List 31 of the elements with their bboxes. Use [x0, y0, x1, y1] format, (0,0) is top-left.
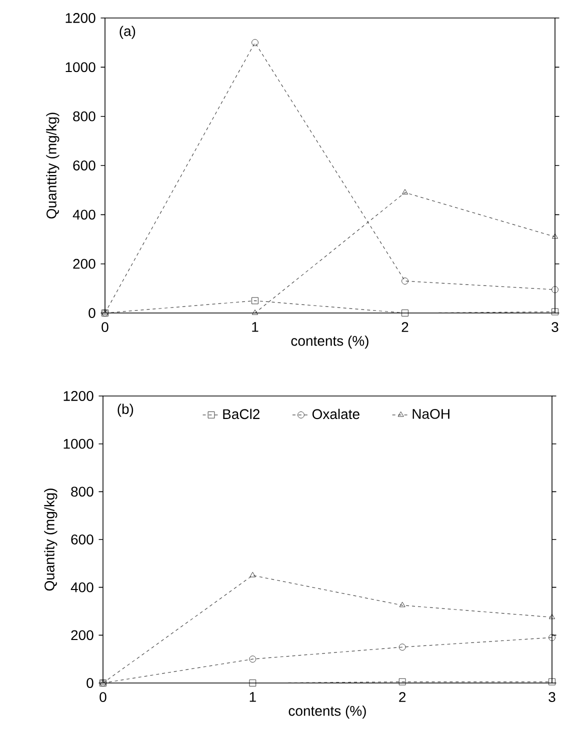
x-axis-title: contents (%)	[289, 706, 366, 719]
y-tick-label: 600	[71, 534, 94, 544]
y-tick-label: 1000	[66, 62, 96, 72]
y-tick-label: 800	[71, 486, 94, 497]
x-tick-label: 1	[250, 692, 256, 702]
y-tick-label: 1200	[64, 391, 94, 401]
x-tick-label: 0	[102, 322, 109, 332]
annotation: (a)	[120, 26, 136, 39]
x-tick-label: 3	[552, 322, 558, 332]
legend-label: BaCl2	[223, 408, 260, 420]
x-tick-label: 2	[399, 692, 406, 702]
y-tick-label: 1200	[66, 13, 96, 23]
y-tick-label: 600	[73, 160, 96, 170]
y-axis-title: Quanttity (mg/kg)	[46, 112, 60, 219]
y-tick-label: 400	[71, 582, 94, 592]
y-tick-label: 1000	[64, 438, 94, 449]
legend-label: NaOH	[413, 408, 450, 419]
x-tick-label: 3	[548, 692, 556, 702]
y-tick-label: 0	[86, 678, 94, 688]
y-tick-label: 800	[73, 111, 96, 122]
x-tick-label: 0	[100, 692, 107, 702]
x-tick-label: 2	[402, 322, 408, 332]
x-tick-label: 1	[252, 322, 258, 332]
y-tick-label: 0	[88, 308, 96, 318]
x-axis-title: contents (%)	[292, 336, 369, 349]
y-tick-label: 200	[71, 630, 94, 640]
annotation: (b)	[118, 404, 134, 417]
y-tick-label: 400	[73, 210, 96, 220]
y-tick-label: 200	[73, 258, 96, 269]
y-axis-title: Quantity (mg/kg)	[44, 488, 58, 591]
legend-label: Oxalate	[312, 408, 360, 420]
